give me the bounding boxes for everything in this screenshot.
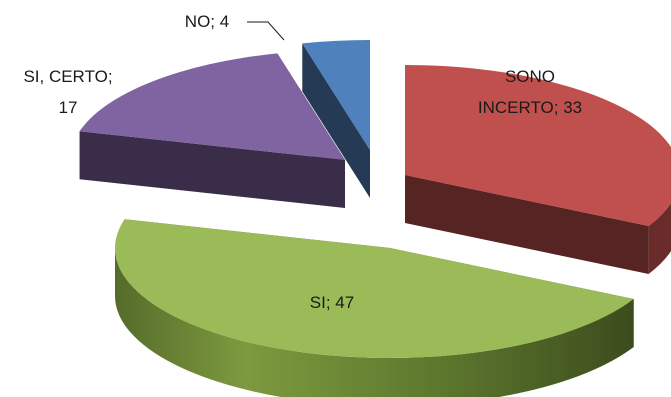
label-sono-incerto-line1: SONO bbox=[505, 67, 555, 86]
slice-sono-incerto-side-0 bbox=[648, 202, 671, 275]
slice-si-certo-top bbox=[79, 53, 345, 161]
label-si-certo-line2: 17 bbox=[59, 98, 78, 117]
slice-sono-incerto-top bbox=[405, 65, 671, 227]
slice-si-top bbox=[114, 219, 634, 359]
slice-sono-incerto-cut-face-1 bbox=[405, 175, 649, 275]
slice-si-side-0 bbox=[115, 248, 634, 397]
slice-si-certo-cut-face-0 bbox=[79, 131, 345, 208]
label-si-certo-line1: SI, CERTO; bbox=[23, 67, 112, 86]
no-leader-line bbox=[247, 21, 285, 41]
slice-no-cut-face-0 bbox=[302, 43, 370, 199]
slice-no-top bbox=[302, 40, 370, 150]
label-si: SI; 47 bbox=[310, 293, 354, 312]
label-no: NO; 4 bbox=[185, 12, 229, 31]
label-sono-incerto-line2: INCERTO; 33 bbox=[478, 98, 582, 117]
